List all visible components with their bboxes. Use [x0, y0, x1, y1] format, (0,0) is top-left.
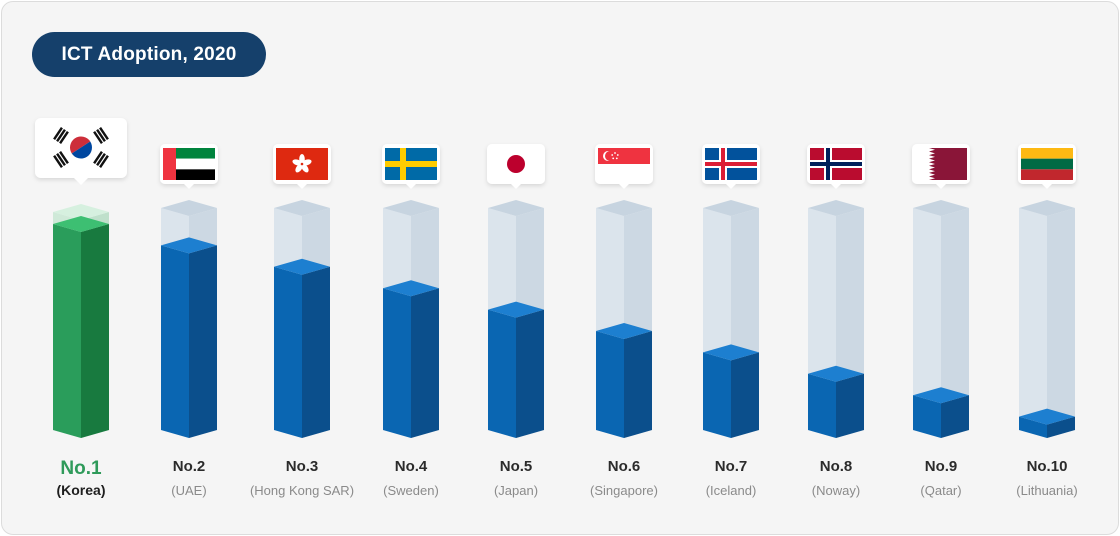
country-label: (Lithuania): [1016, 483, 1077, 498]
bar-9: [1019, 408, 1075, 438]
lithuania-flag-icon: [1018, 144, 1076, 189]
rank-label: No.10: [1027, 458, 1068, 475]
rank-label: No.1: [60, 458, 102, 479]
rank-label: No.8: [820, 458, 853, 475]
country-label: (Singapore): [590, 483, 658, 498]
qatar-flag-icon: [912, 144, 970, 189]
japan-flag-icon: [487, 144, 545, 189]
rank-label: No.9: [925, 458, 958, 475]
bar-3: [383, 280, 439, 438]
bar-8: [913, 387, 969, 438]
bar-track-9: [1019, 200, 1075, 438]
bar-track-8: [913, 200, 969, 438]
sweden-flag-icon: [382, 144, 440, 189]
country-label: (Qatar): [920, 483, 961, 498]
country-label: (Sweden): [383, 483, 439, 498]
category-labels: No.1 (Korea) No.2 (UAE) No.3 (Hong Kong SAR) N…: [56, 458, 1077, 498]
hong-kong-flag-icon: [273, 144, 331, 189]
bars: [53, 216, 1075, 438]
country-label: (Iceland): [706, 483, 757, 498]
bar-2: [274, 258, 330, 438]
bar-0: [53, 216, 109, 438]
south-korea-flag-icon: [35, 118, 127, 185]
uae-flag-icon: [160, 144, 218, 189]
bar-7: [808, 365, 864, 438]
rank-label: No.2: [173, 458, 206, 475]
rank-label: No.6: [608, 458, 641, 475]
rank-label: No.4: [395, 458, 428, 475]
singapore-flag-icon: [595, 144, 653, 189]
bar-6: [703, 344, 759, 438]
rank-label: No.3: [286, 458, 319, 475]
country-label: (Korea): [56, 482, 105, 498]
rank-label: No.7: [715, 458, 748, 475]
flags: [35, 118, 1076, 189]
norway-flag-icon: [807, 144, 865, 189]
country-label: (Japan): [494, 483, 538, 498]
bar-5: [596, 323, 652, 438]
iceland-flag-icon: [702, 144, 760, 189]
country-label: (Noway): [812, 483, 860, 498]
bar-4: [488, 301, 544, 438]
rank-label: No.5: [500, 458, 533, 475]
chart-title: ICT Adoption, 2020: [32, 32, 266, 77]
country-label: (UAE): [171, 483, 206, 498]
country-label: (Hong Kong SAR): [250, 483, 354, 498]
bar-1: [161, 237, 217, 438]
